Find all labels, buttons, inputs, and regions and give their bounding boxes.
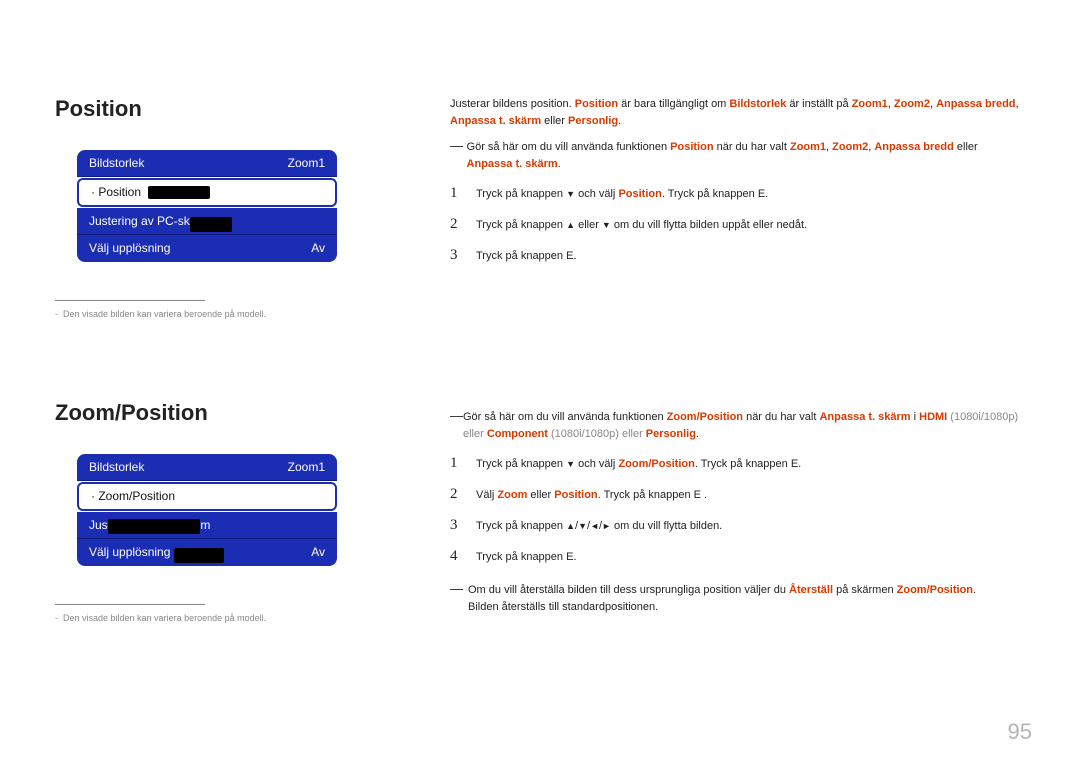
section-zoom-position-right: ― Gör så här om du vill använda funktion… [450,400,1025,616]
menu-box-position: Bildstorlek Zoom1 · Position Justering a… [77,150,337,262]
menu-label: Bildstorlek [89,454,144,480]
note-dash-icon: ― [450,579,468,599]
menu-row-justering[interactable]: Justering av PC-skärm [77,512,337,539]
note-dash-icon: ― [450,406,463,426]
redacted-value [174,548,224,563]
footnote: - Den visade bilden kan variera beroende… [55,309,390,319]
triangle-up-icon [566,520,575,532]
footnote-divider [55,604,205,605]
step-row: 3 Tryck på knappen /// om du vill flytta… [450,517,1025,535]
footnote: - Den visade bilden kan variera beroende… [55,613,390,623]
menu-value: Zoom1 [288,454,325,480]
menu-value: Av [311,539,325,566]
step-row: 2 Välj Zoom eller Position. Tryck på kna… [450,486,1025,504]
triangle-right-icon [602,520,611,532]
step-row: 1 Tryck på knappen och välj Position. Tr… [450,185,1025,203]
triangle-down-icon [602,219,611,231]
note-dash-icon: ― [450,136,467,156]
step-row: 3 Tryck på knappen E. [450,247,1025,265]
menu-label: · Position [91,180,210,205]
menu-row-position-selected[interactable]: · Position [77,178,337,207]
menu-label: Bildstorlek [89,150,144,176]
page-number: 95 [1008,719,1032,745]
step-text: Tryck på knappen /// om du vill flytta b… [476,518,722,535]
triangle-down-icon [566,458,575,470]
step-number: 1 [450,185,476,202]
menu-label: Välj upplösning [89,539,224,566]
footnote-divider [55,300,205,301]
section-position-left: Position Bildstorlek Zoom1 · Position Ju… [55,96,390,319]
step-number: 1 [450,455,476,472]
menu-row-justering[interactable]: Justering av PC-sk [77,208,337,235]
step-text: Välj Zoom eller Position. Tryck på knapp… [476,487,707,504]
intro-text: Justerar bildens position. Position är b… [450,96,1025,130]
step-number: 2 [450,486,476,503]
redacted-value [148,186,210,199]
heading-position: Position [55,96,390,122]
step-text: Tryck på knappen E. [476,248,577,265]
menu-row-upplosning[interactable]: Välj upplösning Av [77,235,337,262]
note-line: ― Gör så här om du vill använda funktion… [450,136,1025,173]
step-row: 2 Tryck på knappen eller om du vill flyt… [450,216,1025,234]
step-list-1: 1 Tryck på knappen och välj Position. Tr… [450,185,1025,265]
step-number: 3 [450,517,476,534]
menu-value: Av [311,235,325,262]
step-text: Tryck på knappen och välj Position. Tryc… [476,186,768,203]
section-position-right: Justerar bildens position. Position är b… [450,96,1025,278]
step-text: Tryck på knappen eller om du vill flytta… [476,217,807,234]
triangle-down-icon [578,520,587,532]
menu-row-upplosning[interactable]: Välj upplösning Av [77,539,337,566]
triangle-up-icon [566,219,575,231]
redacted-overlay [190,217,232,232]
section-zoom-position-left: Zoom/Position Bildstorlek Zoom1 · Zoom/P… [55,400,390,623]
note-line: ― Gör så här om du vill använda funktion… [450,406,1025,443]
menu-row-bildstorlek[interactable]: Bildstorlek Zoom1 [77,150,337,177]
step-row: 1 Tryck på knappen och välj Zoom/Positio… [450,455,1025,473]
menu-row-zoom-position-selected[interactable]: · Zoom/Position [77,482,337,511]
menu-label: Justering av PC-sk [89,208,232,234]
step-number: 3 [450,247,476,264]
menu-label: Justering av PC-skärm [89,512,210,538]
menu-label: · Zoom/Position [91,484,175,509]
heading-zoom-position: Zoom/Position [55,400,390,426]
triangle-left-icon [590,520,599,532]
step-list-2: 1 Tryck på knappen och välj Zoom/Positio… [450,455,1025,566]
page-root: Position Bildstorlek Zoom1 · Position Ju… [0,0,1080,763]
note-line: ― Om du vill återställa bilden till dess… [450,579,1025,616]
menu-box-zoom-position: Bildstorlek Zoom1 · Zoom/Position Juster… [77,454,337,566]
step-row: 4 Tryck på knappen E. [450,548,1025,566]
step-text: Tryck på knappen och välj Zoom/Position.… [476,456,801,473]
step-text: Tryck på knappen E. [476,549,577,566]
menu-row-bildstorlek[interactable]: Bildstorlek Zoom1 [77,454,337,481]
step-number: 2 [450,216,476,233]
triangle-down-icon [566,188,575,200]
menu-label: Välj upplösning [89,235,170,262]
menu-value: Zoom1 [288,150,325,176]
step-number: 4 [450,548,476,565]
redacted-overlay [108,519,200,534]
